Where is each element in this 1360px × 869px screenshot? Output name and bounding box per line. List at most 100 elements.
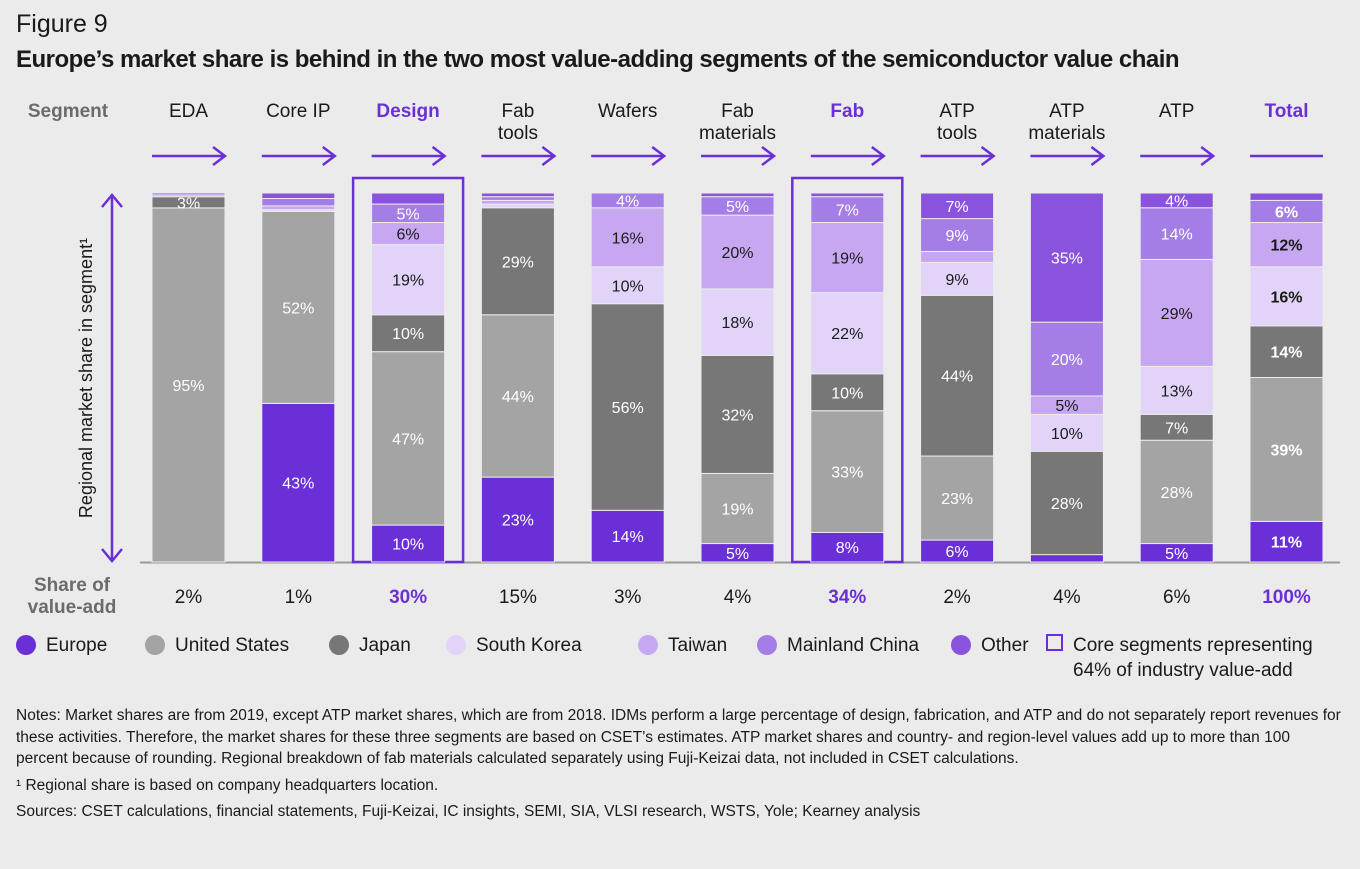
- bar-segment-south-korea: [1139, 365, 1214, 415]
- data-label: 56%: [612, 400, 644, 417]
- flow-arrow-head: [212, 146, 228, 166]
- legend-label: Taiwan: [668, 635, 728, 656]
- category-label: materials: [699, 123, 776, 144]
- flow-arrow-head: [761, 146, 777, 166]
- bar-segment-mainland-china: [920, 218, 995, 252]
- flow-arrow-head: [871, 146, 886, 166]
- category-label: ATP: [1049, 101, 1085, 122]
- bar-segment-mainland-china: [480, 196, 555, 201]
- legend-item: Japan: [329, 633, 411, 658]
- data-label: 10%: [831, 385, 863, 402]
- flow-arrow-head: [980, 146, 996, 166]
- legend-swatch: [638, 635, 658, 655]
- share-value: 3%: [614, 587, 642, 608]
- data-label: 9%: [946, 228, 969, 245]
- bar-segment-south-korea: [480, 203, 555, 209]
- category-label: ATP: [939, 101, 975, 122]
- bar-segment-other: [151, 192, 226, 196]
- legend-swatch: [16, 635, 36, 655]
- footnote-text: ¹ Regional share is based on company hea…: [16, 776, 439, 794]
- legend-swatch: [757, 635, 777, 655]
- legend-item: Europe: [16, 633, 107, 658]
- sources-text: Sources: CSET calculations, financial st…: [16, 803, 921, 820]
- data-label: 6%: [397, 227, 420, 244]
- data-label: 14%: [1161, 227, 1193, 244]
- data-label: 19%: [392, 273, 424, 290]
- bar-segment-other: [1029, 192, 1104, 323]
- notes-text: Notes: Market shares are from 2019, exce…: [16, 707, 1341, 767]
- bar-segment-taiwan: [810, 222, 885, 294]
- legend-label: Japan: [359, 635, 411, 656]
- legend-core-label: Core segments representing 64% of industr…: [1073, 633, 1313, 683]
- data-label: 7%: [836, 203, 859, 220]
- bar-segment-united-states: [700, 472, 775, 545]
- notes-section: Notes: Market shares are from 2019, exce…: [16, 705, 1341, 828]
- share-header-line1: Share of: [34, 575, 111, 596]
- bar-segment-other: [700, 192, 775, 198]
- data-label: 23%: [941, 491, 973, 508]
- data-label: 23%: [502, 513, 534, 530]
- share-value: 2%: [943, 587, 971, 608]
- bar-segment-south-korea: [810, 292, 885, 375]
- y-axis-label: Regional market share in segment¹: [76, 238, 96, 518]
- share-value: 100%: [1262, 587, 1311, 608]
- category-label: Total: [1265, 101, 1309, 122]
- y-axis-arrow-head-bottom: [101, 548, 123, 563]
- data-label: 20%: [721, 245, 753, 262]
- bar-segment-mainland-china: [261, 198, 336, 207]
- category-label: Core IP: [266, 101, 330, 122]
- share-value: 1%: [285, 587, 313, 608]
- share-header-line2: value-add: [28, 597, 117, 618]
- data-label: 14%: [1270, 345, 1302, 362]
- bar-segment-japan: [700, 354, 775, 474]
- bar-segment-united-states: [480, 314, 555, 478]
- legend-item: United States: [145, 633, 289, 658]
- data-label: 20%: [1051, 352, 1083, 369]
- data-label: 29%: [1161, 306, 1193, 323]
- data-label: 7%: [946, 199, 969, 216]
- category-label: Fab: [721, 101, 754, 122]
- bar-segment-other: [1139, 192, 1214, 209]
- share-value: 4%: [1053, 587, 1081, 608]
- bar-segment-taiwan: [1249, 222, 1324, 268]
- bar-segment-taiwan: [1139, 258, 1214, 367]
- data-label: 19%: [721, 501, 753, 518]
- category-label: materials: [1028, 123, 1105, 144]
- data-label: 44%: [941, 369, 973, 386]
- data-label: 39%: [1270, 442, 1302, 459]
- legend-label: Other: [981, 635, 1029, 656]
- bar-segment-europe: [371, 524, 446, 563]
- legend-core-box-icon: [1046, 634, 1063, 651]
- data-label: 12%: [1270, 238, 1302, 255]
- share-value: 2%: [175, 587, 203, 608]
- category-label: ATP: [1159, 101, 1195, 122]
- bar-segment-united-states: [1139, 439, 1214, 545]
- chart-title: Europe’s market share is behind in the t…: [16, 46, 1180, 73]
- bar-segment-europe: [590, 509, 665, 563]
- bar-segment-south-korea: [920, 261, 995, 296]
- share-value: 15%: [499, 587, 537, 608]
- share-value: 4%: [724, 587, 752, 608]
- data-label: 28%: [1051, 496, 1083, 513]
- legend-swatch: [145, 635, 165, 655]
- data-label: 32%: [721, 407, 753, 424]
- data-label: 28%: [1161, 485, 1193, 502]
- data-label: 43%: [282, 476, 314, 493]
- legend-item: Mainland China: [757, 633, 919, 658]
- data-label: 22%: [831, 326, 863, 343]
- y-axis-arrow-head-top: [101, 193, 123, 208]
- data-label: 5%: [1055, 398, 1078, 415]
- bar-segment-south-korea: [590, 266, 665, 305]
- data-label: 5%: [726, 199, 749, 216]
- bar-segment-mainland-china: [810, 196, 885, 224]
- flow-arrow-head: [431, 146, 447, 166]
- bar-segment-taiwan: [590, 207, 665, 268]
- legend-label: United States: [175, 635, 290, 656]
- bar-segment-japan: [1139, 413, 1214, 441]
- bar-segment-other: [371, 192, 446, 205]
- data-label: 3%: [177, 195, 200, 212]
- legend-label: Mainland China: [787, 635, 920, 656]
- legend-swatch: [446, 635, 466, 655]
- category-label: tools: [498, 123, 538, 144]
- category-label: Fab: [830, 101, 864, 122]
